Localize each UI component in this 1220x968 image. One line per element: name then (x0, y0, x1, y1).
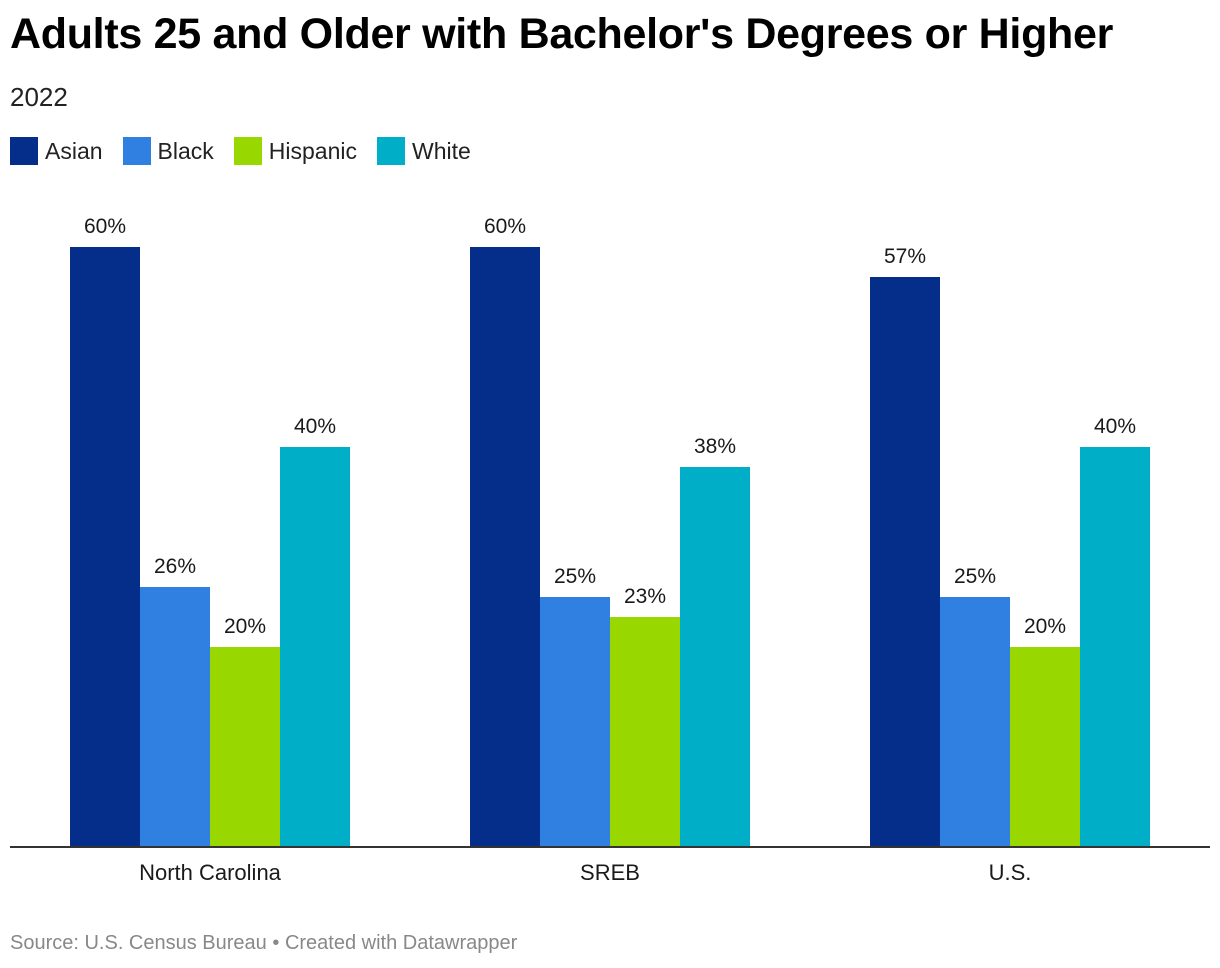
bar-north-carolina-black (140, 587, 210, 847)
legend-item-white: White (377, 137, 471, 165)
datawrapper-credit: Created with Datawrapper (284, 932, 518, 954)
legend-label-white: White (412, 137, 471, 164)
source-text: Source: U.S. Census Bureau (10, 932, 267, 954)
legend-item-black: Black (122, 137, 214, 165)
bar-sreb-black (540, 597, 610, 847)
value-label-u-s-asian: 57% (884, 245, 926, 268)
bar-sreb-white (680, 467, 750, 847)
bar-sreb-asian (470, 247, 540, 847)
bar-u-s-white (1080, 447, 1150, 847)
legend-label-asian: Asian (45, 137, 103, 164)
value-label-north-carolina-hispanic: 20% (224, 615, 266, 638)
legend-label-hispanic: Hispanic (268, 137, 358, 164)
x-tick-label-sreb: SREB (580, 860, 640, 885)
legend-label-black: Black (157, 137, 214, 164)
value-label-u-s-white: 40% (1094, 415, 1136, 438)
x-tick-label-u-s: U.S. (989, 860, 1032, 885)
bar-sreb-hispanic (610, 617, 680, 847)
value-label-sreb-white: 38% (694, 435, 736, 458)
chart-subtitle: 2022 (10, 82, 68, 112)
bar-u-s-hispanic (1010, 647, 1080, 847)
bar-north-carolina-hispanic (210, 647, 280, 847)
legend-swatch-hispanic (233, 137, 262, 165)
value-label-u-s-black: 25% (954, 565, 996, 588)
value-label-north-carolina-black: 26% (154, 555, 196, 578)
source-separator: • (272, 932, 280, 954)
value-label-sreb-asian: 60% (484, 215, 526, 238)
value-label-sreb-black: 25% (554, 565, 596, 588)
value-label-north-carolina-asian: 60% (84, 215, 126, 238)
value-label-sreb-hispanic: 23% (624, 585, 666, 608)
value-label-u-s-hispanic: 20% (1024, 615, 1066, 638)
legend-swatch-asian (10, 137, 38, 165)
legend: Asian Black Hispanic White (10, 137, 491, 165)
source-note: Source: U.S. Census Bureau • Created wit… (10, 932, 517, 955)
bar-north-carolina-asian (70, 247, 140, 847)
bar-north-carolina-white (280, 447, 350, 847)
legend-swatch-black (122, 137, 151, 165)
legend-item-hispanic: Hispanic (233, 137, 358, 165)
legend-swatch-white (377, 137, 406, 165)
bar-u-s-black (940, 597, 1010, 847)
value-label-north-carolina-white: 40% (294, 415, 336, 438)
bar-u-s-asian (870, 277, 940, 847)
chart-title: Adults 25 and Older with Bachelor's Degr… (10, 10, 1114, 58)
legend-item-asian: Asian (10, 137, 103, 165)
x-tick-label-north-carolina: North Carolina (139, 860, 282, 885)
